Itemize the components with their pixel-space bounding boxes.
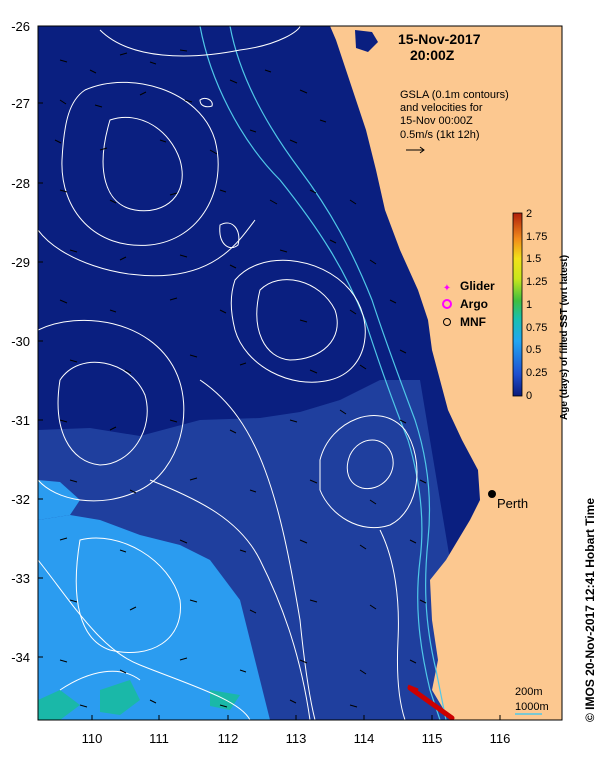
x-tick: 113 [286,731,307,746]
plot-area [38,26,562,720]
y-tick: -28 [11,176,30,191]
credit-text: © IMOS 20-Nov-2017 12:41 Hobart Time [583,498,597,722]
x-axis-ticks [91,715,501,720]
x-axis-labels: 110 111 112 113 114 115 116 [82,731,511,746]
x-tick: 110 [82,731,103,746]
mnf-icon [443,318,451,326]
colorbar-tick: 1.75 [526,231,547,243]
plot-frame [37,25,563,721]
perth-marker [488,490,496,498]
argo-icon [442,299,452,309]
y-tick: -30 [11,334,30,349]
isobath-label-200m: 200m [515,686,543,698]
colorbar-tick: 1.5 [526,253,541,265]
colorbar-tick: 1.25 [526,276,547,288]
gsla-annotation: GSLA (0.1m contours) and velocities for … [400,89,509,141]
colorbar-tick: 0.5 [526,344,541,356]
colorbar-ticks: 2 1.75 1.5 1.25 1 0.75 0.5 0.25 0 [526,208,547,402]
legend-argo: Argo [460,297,488,311]
isobath-label-1000m: 1000m [515,701,549,713]
island [355,30,378,52]
y-tick: -31 [11,413,30,428]
legend-glider: Glider [460,279,495,293]
light-sst-patch [38,480,80,520]
legend-mnf: MNF [460,315,486,329]
annotation-line: and velocities for [400,102,483,114]
y-tick: -32 [11,492,30,507]
colorbar-tick: 0.75 [526,322,547,334]
australia-land [330,26,562,720]
map-date: 15-Nov-2017 [398,31,481,47]
light-sst-region [38,515,270,720]
colorbar-tick: 0.25 [526,367,547,379]
x-tick: 111 [149,731,169,746]
legend: ✦ Glider Argo MNF [442,279,495,329]
annotation-line: GSLA (0.1m contours) [400,89,509,101]
isobath-200m [229,26,447,720]
glider-track-tip [407,684,419,692]
colorbar-tick: 1 [526,299,532,311]
y-axis-ticks [38,25,43,658]
annotation-line: 0.5m/s (1kt 12h) [400,129,479,141]
map-time: 20:00Z [410,47,455,63]
glider-icon: ✦ [443,283,451,294]
colorbar-tick: 2 [526,208,532,220]
y-axis-labels: -26 -27 -28 -29 -30 -31 -32 -33 -34 [11,19,30,665]
perth-label: Perth [497,496,528,511]
x-tick: 112 [218,731,239,746]
y-tick: -27 [11,96,30,111]
x-tick: 116 [490,731,511,746]
x-tick: 115 [422,731,443,746]
colorbar-title: Age (days) of filled SST (wrt latest) [559,255,570,420]
colorbar [512,212,523,397]
y-tick: -29 [11,255,30,270]
gsla-contours [38,26,418,720]
teal-patch [38,690,80,720]
x-tick: 114 [354,731,375,746]
velocity-arrows [54,49,427,708]
y-tick: -33 [11,571,30,586]
y-tick: -26 [11,19,30,34]
teal-patch [100,680,140,715]
isobath-1000m [199,26,441,720]
velocity-scale-arrow [406,146,425,154]
y-tick: -34 [11,650,30,665]
annotation-line: 15-Nov 00:00Z [400,115,473,127]
colorbar-tick: 0 [526,390,532,402]
glider-track [407,685,455,720]
